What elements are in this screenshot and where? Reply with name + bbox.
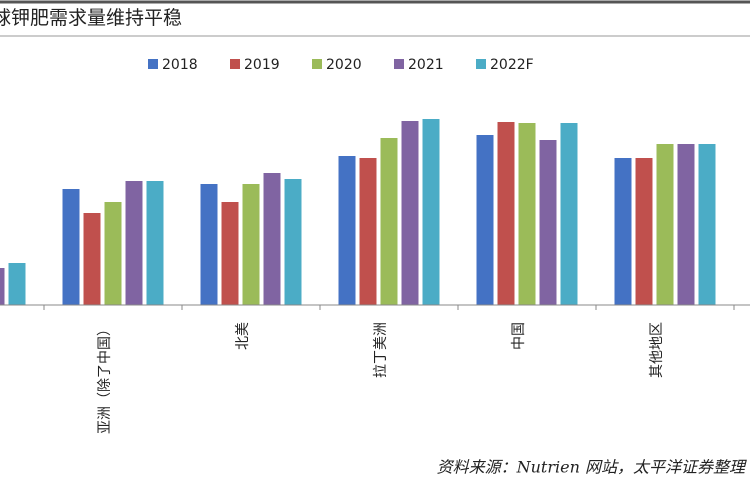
bar	[125, 181, 143, 305]
bar	[656, 144, 674, 305]
bar	[359, 158, 377, 305]
source-note: 资料来源：Nutrien 网站，太平洋证券整理	[437, 458, 747, 477]
bar	[497, 122, 515, 305]
bar	[539, 140, 557, 305]
bar	[62, 189, 80, 305]
bar	[476, 135, 494, 305]
legend-swatch	[394, 59, 404, 69]
legend-swatch	[312, 59, 322, 69]
legend-swatch	[148, 59, 158, 69]
bar	[284, 179, 302, 305]
legend-label: 2018	[162, 57, 198, 73]
legend-swatch	[230, 59, 240, 69]
bar	[677, 144, 695, 305]
legend-label: 2022F	[490, 57, 534, 73]
bar	[200, 184, 218, 305]
legend-label: 2021	[408, 57, 444, 73]
bar	[380, 138, 398, 305]
x-tick-label: 中国	[511, 322, 527, 350]
x-tick-label: 拉丁美洲	[373, 322, 389, 378]
bar	[560, 123, 578, 305]
bar	[242, 184, 260, 305]
bar	[0, 268, 5, 305]
bar	[8, 263, 26, 305]
legend-label: 2019	[244, 57, 280, 73]
legend-swatch	[476, 59, 486, 69]
x-tick-label: 北美	[235, 322, 251, 350]
bar	[104, 202, 122, 305]
x-tick-label: 其他地区	[649, 322, 665, 378]
chart-title: 球钾肥需求量维持平稳	[0, 7, 182, 29]
bar	[614, 158, 632, 305]
legend-label: 2020	[326, 57, 362, 73]
bar	[698, 144, 716, 305]
bar	[83, 213, 101, 305]
bar	[146, 181, 164, 305]
bar	[338, 156, 356, 305]
bar	[401, 121, 419, 305]
bar	[422, 119, 440, 305]
bar	[635, 158, 653, 305]
x-tick-label: 亚洲（除了中国）	[97, 322, 113, 434]
bar	[263, 173, 281, 305]
bar	[518, 123, 536, 305]
bar	[221, 202, 239, 305]
